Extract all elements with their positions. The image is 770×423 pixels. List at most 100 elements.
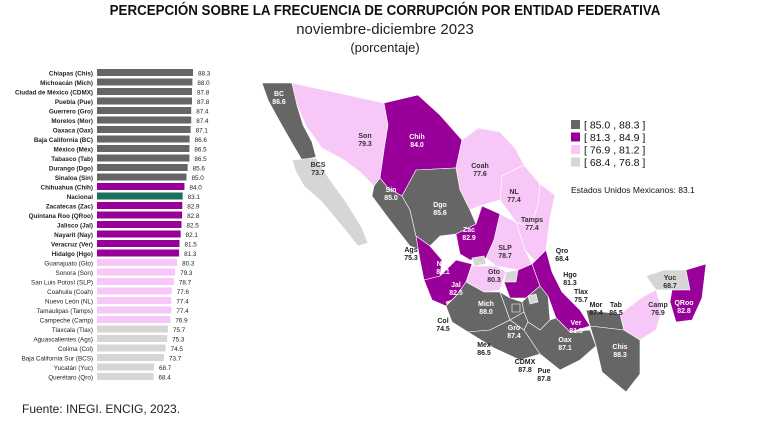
bar-category-label: Morelos (Mor)	[51, 118, 93, 125]
chart-subtitle: noviembre-diciembre 2023	[296, 21, 474, 38]
state-oax	[523, 317, 597, 371]
bar-value-label: 86.5	[194, 156, 207, 163]
bar-value-label: 82.9	[187, 204, 200, 211]
state-label: Gto	[488, 269, 500, 276]
state-ags	[471, 255, 487, 267]
state-chis	[589, 325, 641, 393]
state-value: 77.6	[473, 171, 487, 178]
state-value: 68.4	[555, 256, 569, 263]
state-value: 88.0	[479, 309, 493, 316]
state-label: BCS	[311, 162, 326, 169]
bar-value-label: 77.6	[177, 289, 190, 296]
bar-category-label: Nacional	[67, 194, 93, 201]
bar-category-label: Hidalgo (Hgo)	[52, 251, 93, 258]
bar-category-label: Durango (Dgo)	[49, 166, 93, 173]
bar	[97, 164, 188, 171]
bar	[97, 325, 168, 333]
bar-category-label: Tlaxcala (Tlax)	[52, 327, 93, 334]
bar	[97, 173, 187, 181]
bar-value-label: 81.5	[184, 242, 197, 249]
bar	[97, 116, 192, 124]
state-label: Mex	[477, 342, 491, 349]
legend-swatch	[571, 145, 580, 154]
bar-value-label: 85.0	[191, 175, 204, 182]
bar	[97, 192, 183, 200]
bar	[97, 363, 155, 371]
state-qro	[503, 269, 519, 283]
state-label: Tab	[610, 302, 622, 309]
state-label: Ags	[404, 247, 417, 254]
bar-value-label: 86.6	[195, 137, 208, 144]
state-cdmx	[511, 303, 521, 313]
bar-value-label: 81.3	[184, 251, 197, 258]
bar	[97, 278, 174, 285]
national-value-label: Estados Unidos Mexicanos: 83.1	[571, 185, 695, 195]
bar	[97, 78, 193, 86]
legend-label: [ 76.9 , 81.2 ]	[584, 145, 645, 157]
bar-category-label: Jalisco (Jal)	[57, 223, 93, 230]
state-tamps	[515, 183, 556, 263]
bar-category-label: Nayarit (Nay)	[54, 232, 93, 239]
bar	[97, 88, 193, 95]
legend-label: [ 85.0 , 88.3 ]	[584, 120, 645, 132]
state-value: 87.4	[507, 333, 521, 340]
state-value: 82.8	[677, 308, 691, 315]
bar-value-label: 82.8	[187, 213, 200, 220]
bar-value-label: 87.8	[197, 90, 210, 97]
bar-value-label: 84.0	[189, 185, 202, 192]
state-value: 88.3	[613, 352, 627, 359]
state-value: 78.7	[498, 253, 512, 260]
state-value: 86.5	[477, 350, 491, 357]
bar	[97, 221, 182, 228]
state-value: 82.5	[449, 290, 463, 297]
bar-category-label: Querétaro (Qro)	[48, 375, 93, 382]
bar-category-label: Baja California Sur (BCS)	[22, 356, 93, 363]
state-label: Coah	[471, 163, 489, 170]
bar	[97, 145, 190, 152]
bar-category-label: San Luis Potosí (SLP)	[31, 280, 93, 287]
bar-value-label: 79.3	[180, 270, 193, 277]
state-value: 75.7	[574, 297, 588, 304]
state-shapes	[261, 82, 707, 393]
bar-category-label: Aguascalientes (Ags)	[33, 337, 93, 344]
state-value: 85.6	[433, 210, 447, 217]
state-value: 75.3	[404, 255, 418, 262]
bar	[97, 230, 181, 238]
bar-category-label: Coahuila (Coah)	[47, 289, 93, 296]
state-slp	[485, 213, 533, 271]
state-value: 87.8	[537, 376, 551, 383]
state-label: Jal	[451, 282, 461, 289]
state-value: 86.5	[609, 310, 623, 317]
bar-value-label: 88.3	[198, 71, 211, 78]
state-label: Ver	[571, 320, 582, 327]
bar	[97, 287, 172, 295]
state-value: 84.0	[410, 142, 424, 149]
state-labels: BC86.6BCS73.7Son79.3Chih84.0Coah77.6NL77…	[272, 91, 693, 383]
bar-category-label: Chiapas (Chis)	[49, 71, 93, 78]
bar	[97, 316, 171, 323]
state-label: Sin	[386, 187, 397, 194]
chart-title: PERCEPCIÓN SOBRE LA FRECUENCIA DE CORRUP…	[109, 3, 661, 19]
bar	[97, 135, 190, 143]
bar-value-label: 78.7	[179, 280, 192, 287]
bar	[97, 97, 193, 105]
bar-value-label: 74.5	[171, 346, 184, 353]
state-value: 87.4	[589, 310, 603, 317]
bar	[97, 344, 166, 352]
state-label: Zac	[463, 227, 475, 234]
state-value: 76.9	[651, 310, 665, 317]
bar	[97, 154, 190, 162]
state-label: SLP	[498, 245, 512, 252]
state-label: Yuc	[664, 275, 677, 282]
bar-value-label: 68.7	[159, 365, 172, 372]
bar-category-label: Veracruz (Ver)	[51, 242, 93, 249]
state-value: 80.3	[487, 277, 501, 284]
bar-value-label: 77.4	[176, 308, 189, 315]
bar-value-label: 80.3	[182, 261, 195, 268]
bar-value-label: 87.1	[196, 128, 209, 135]
bar-value-label: 83.1	[188, 194, 201, 201]
state-label: Col	[437, 318, 448, 325]
bar	[97, 240, 180, 247]
